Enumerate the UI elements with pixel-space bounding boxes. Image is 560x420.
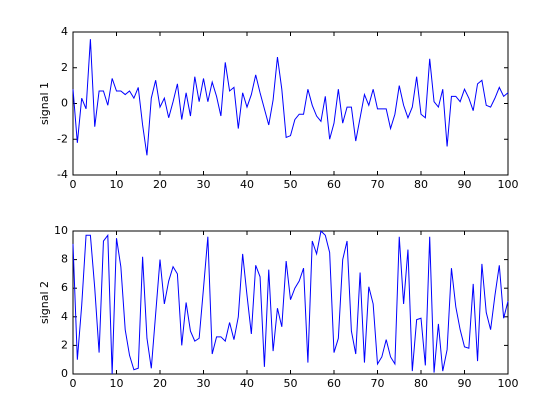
y-tick-label: 10 xyxy=(54,224,68,237)
x-tick-label: 70 xyxy=(371,178,385,191)
x-tick-label: 0 xyxy=(70,377,77,390)
y-tick-label: 4 xyxy=(61,25,68,38)
y-tick-label: 2 xyxy=(61,61,68,74)
y-axis-label: signal 2 xyxy=(38,281,51,324)
x-tick-label: 40 xyxy=(240,178,254,191)
y-tick-label: -4 xyxy=(57,168,68,181)
x-tick-label: 80 xyxy=(414,178,428,191)
x-tick-label: 90 xyxy=(458,178,472,191)
x-tick-label: 90 xyxy=(458,377,472,390)
x-tick-label: 50 xyxy=(284,178,298,191)
x-tick-label: 50 xyxy=(284,377,298,390)
x-tick-label: 60 xyxy=(327,178,341,191)
axes-box xyxy=(72,31,509,176)
y-tick-label: 6 xyxy=(61,281,68,294)
y-axis-label: signal 1 xyxy=(38,82,51,125)
x-tick-label: 10 xyxy=(110,377,124,390)
x-tick-label: 20 xyxy=(153,178,167,191)
x-tick-label: 100 xyxy=(498,178,519,191)
y-tick-label: 2 xyxy=(61,338,68,351)
x-tick-label: 70 xyxy=(371,377,385,390)
x-tick-label: 30 xyxy=(197,377,211,390)
line-series xyxy=(72,39,509,156)
x-tick-label: 10 xyxy=(110,178,124,191)
y-tick-label: 0 xyxy=(61,97,68,110)
axes-box xyxy=(72,230,509,375)
y-tick-label: 0 xyxy=(61,367,68,380)
x-tick-label: 60 xyxy=(327,377,341,390)
y-tick-label: -2 xyxy=(57,132,68,145)
x-tick-label: 80 xyxy=(414,377,428,390)
x-tick-label: 100 xyxy=(498,377,519,390)
y-tick-label: 4 xyxy=(61,310,68,323)
y-tick-label: 8 xyxy=(61,253,68,266)
x-tick-label: 20 xyxy=(153,377,167,390)
x-tick-label: 0 xyxy=(70,178,77,191)
line-series xyxy=(72,229,509,375)
x-tick-label: 30 xyxy=(197,178,211,191)
x-tick-label: 40 xyxy=(240,377,254,390)
